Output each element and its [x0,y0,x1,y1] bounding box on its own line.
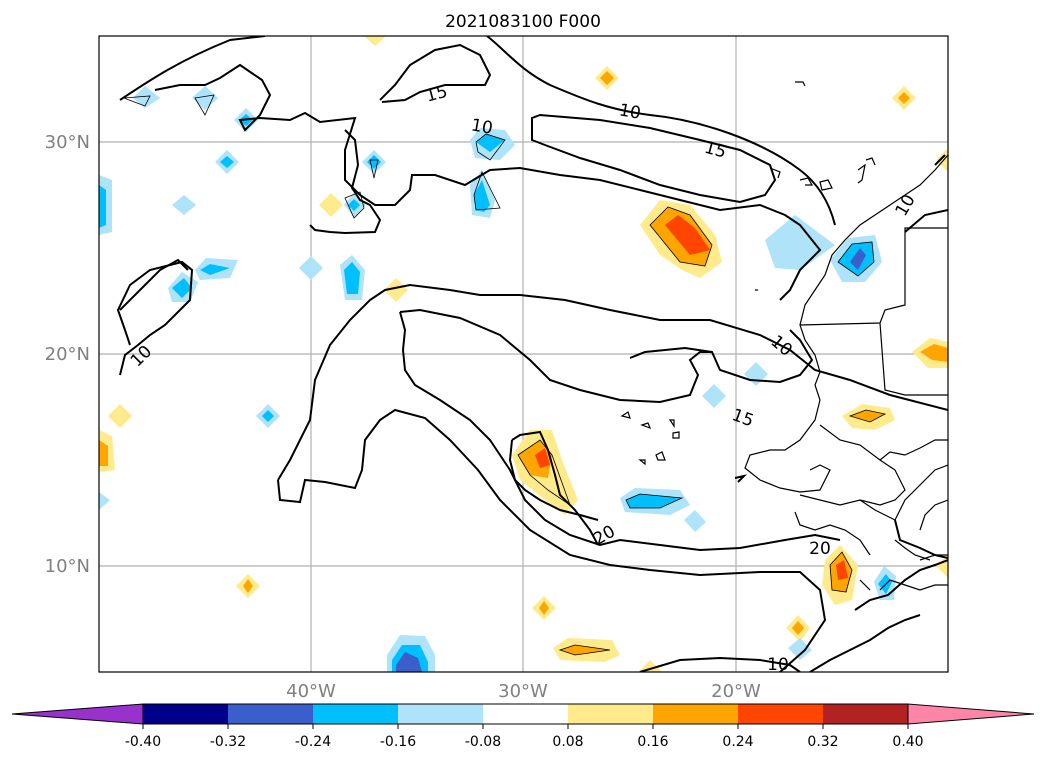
colorbar-segment [653,704,738,724]
colorbar-tick-label: 0.16 [637,734,668,750]
colorbar-tick-label: 0.08 [552,734,583,750]
colorbar-tick-label: -0.40 [125,734,161,750]
colorbar-tick-label: -0.08 [465,734,501,750]
plot-area: 15 10 10 15 10 10 15 20 20 10 10 [99,36,948,675]
colorbar-segment [143,704,228,724]
colorbar-tick-label: -0.32 [210,734,246,750]
lat-label-30n: 30°N [45,132,90,153]
colorbar-tick-label: -0.16 [380,734,416,750]
coastline [620,81,948,591]
colorbar-tick-label: 0.40 [892,734,923,750]
lat-label-10n: 10°N [45,556,90,577]
colorbar-segment [313,704,398,724]
colorbar-extend-high [907,703,1035,725]
lon-label-30w: 30°W [498,681,548,702]
contour-label: 10 [469,115,494,138]
colorbar-segment [483,704,568,724]
contour-label: 20 [809,539,831,559]
colorbar-segment [398,704,483,724]
colorbar-extend-low [11,703,144,725]
map-frame [98,35,949,673]
thick-contours [116,36,948,672]
lat-label-20n: 20°N [45,344,90,365]
contour-label: 10 [767,655,789,675]
map-title: 2021083100 F000 [445,12,601,32]
colorbar-tick-label: 0.24 [722,734,753,750]
colorbar-segment [823,704,908,724]
lon-label-20w: 20°W [711,681,761,702]
colorbar-frame [142,703,909,725]
colorbar-segment [568,704,653,724]
colorbar-tick-label: -0.24 [295,734,331,750]
colorbar-segment [228,704,313,724]
contour-label: 10 [617,100,642,123]
colorbar-segment [738,704,823,724]
colorbar-tick-label: 0.32 [807,734,838,750]
lon-label-40w: 40°W [286,681,336,702]
colorbar: -0.40 -0.32 -0.24 -0.16 -0.08 0.08 0.16 0.24 0.3… [11,703,1035,750]
